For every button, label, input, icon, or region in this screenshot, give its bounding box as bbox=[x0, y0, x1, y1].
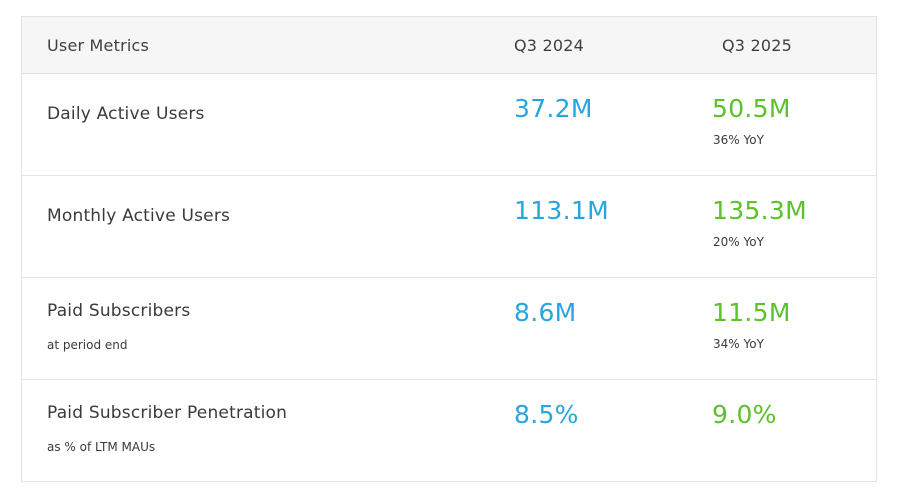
row-label: Paid Subscriber Penetration bbox=[47, 403, 288, 423]
value-q3-2025: 135.3M bbox=[712, 196, 807, 225]
row-sublabel: at period end bbox=[47, 338, 128, 352]
table-row: Paid Subscriber Penetration as % of LTM … bbox=[22, 380, 876, 483]
header-label: User Metrics bbox=[47, 36, 150, 55]
value-q3-2024: 8.5% bbox=[514, 400, 579, 429]
table-row: Daily Active Users 37.2M 50.5M 36% YoY bbox=[22, 74, 876, 176]
table-header: User Metrics Q3 2024 Q3 2025 bbox=[22, 17, 876, 74]
user-metrics-table: User Metrics Q3 2024 Q3 2025 Daily Activ… bbox=[21, 16, 877, 482]
yoy-change: 20% YoY bbox=[713, 235, 764, 249]
table-row: Paid Subscribers at period end 8.6M 11.5… bbox=[22, 278, 876, 380]
yoy-change: 36% YoY bbox=[713, 133, 764, 147]
value-q3-2025: 11.5M bbox=[712, 298, 791, 327]
row-label: Daily Active Users bbox=[47, 104, 205, 124]
row-sublabel: as % of LTM MAUs bbox=[47, 440, 156, 454]
value-q3-2025: 50.5M bbox=[712, 94, 791, 123]
value-q3-2024: 37.2M bbox=[514, 94, 593, 123]
table-row: Monthly Active Users 113.1M 135.3M 20% Y… bbox=[22, 176, 876, 278]
header-q3-2025: Q3 2025 bbox=[722, 36, 792, 55]
header-q3-2024: Q3 2024 bbox=[514, 36, 584, 55]
row-label: Paid Subscribers bbox=[47, 301, 191, 321]
value-q3-2024: 113.1M bbox=[514, 196, 609, 225]
value-q3-2024: 8.6M bbox=[514, 298, 577, 327]
value-q3-2025: 9.0% bbox=[712, 400, 777, 429]
yoy-change: 34% YoY bbox=[713, 337, 764, 351]
row-label: Monthly Active Users bbox=[47, 206, 231, 226]
